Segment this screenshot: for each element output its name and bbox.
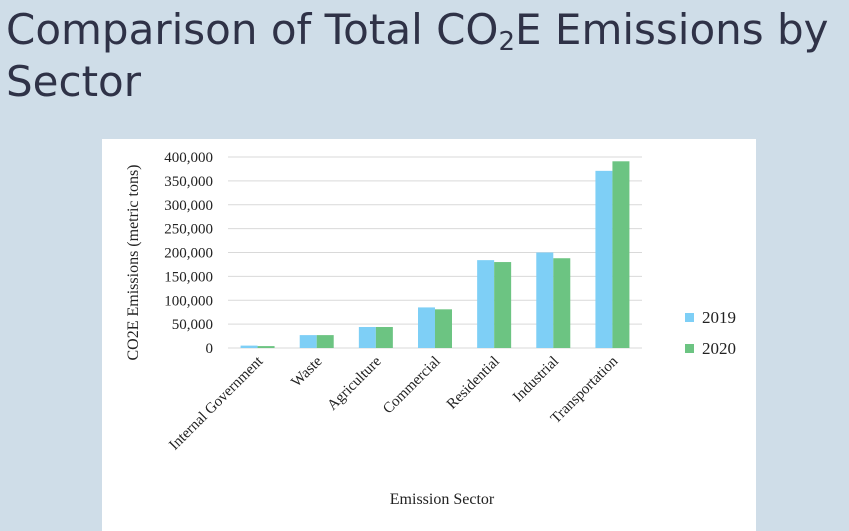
legend-swatch-2019 (685, 313, 694, 322)
x-tick-label: Commercial (380, 354, 444, 418)
x-tick-label: Internal Government (166, 353, 267, 454)
legend-swatch-2020 (685, 344, 694, 353)
bar-2020-0 (257, 346, 275, 348)
bar-2020-3 (435, 309, 452, 348)
y-tick-label: 100,000 (164, 293, 213, 309)
y-tick-label: 350,000 (164, 174, 213, 190)
bar-2019-6 (595, 170, 613, 348)
x-tick-label: Agriculture (324, 353, 384, 413)
slide-title: Comparison of Total CO2E Emissions by Se… (6, 4, 846, 108)
y-axis-title: CO2E Emissions (metric tons) (125, 165, 142, 361)
bar-2020-6 (612, 161, 630, 348)
bar-2020-2 (375, 326, 393, 348)
bar-2019-3 (418, 307, 435, 348)
x-axis-title: Emission Sector (390, 491, 495, 508)
y-tick-label: 250,000 (164, 222, 213, 238)
y-tick-label: 300,000 (164, 198, 213, 214)
emissions-bar-chart: 0 50,000 100,000 150,000 200,000 250,000 300,0… (125, 150, 736, 508)
bar-2019-2 (358, 326, 376, 348)
slide-title-suffix: E Emissions by Sector (6, 5, 829, 106)
bar-2019-4 (477, 260, 495, 348)
legend-label-2020: 2020 (702, 339, 736, 358)
bar-2020-5 (553, 258, 571, 348)
y-tick-label: 200,000 (164, 246, 213, 262)
x-tick-label: Residential (444, 354, 503, 413)
y-tick-label: 0 (206, 341, 214, 357)
slide-title-subscript: 2 (498, 27, 516, 57)
bar-2019-0 (240, 345, 258, 348)
chart-panel: 0 50,000 100,000 150,000 200,000 250,000 300,0… (102, 139, 756, 531)
x-tick-label: Industrial (510, 354, 562, 406)
y-tick-label: 150,000 (164, 269, 213, 285)
bar-2020-1 (316, 335, 334, 348)
slide-title-prefix: Comparison of Total CO (6, 5, 499, 54)
bar-2019-5 (536, 252, 554, 348)
legend-label-2019: 2019 (702, 308, 736, 327)
bar-2020-4 (494, 262, 512, 348)
y-tick-label: 50,000 (172, 317, 213, 333)
x-tick-label: Waste (289, 353, 326, 390)
bar-2019-1 (299, 335, 317, 348)
y-tick-label: 400,000 (164, 150, 213, 166)
